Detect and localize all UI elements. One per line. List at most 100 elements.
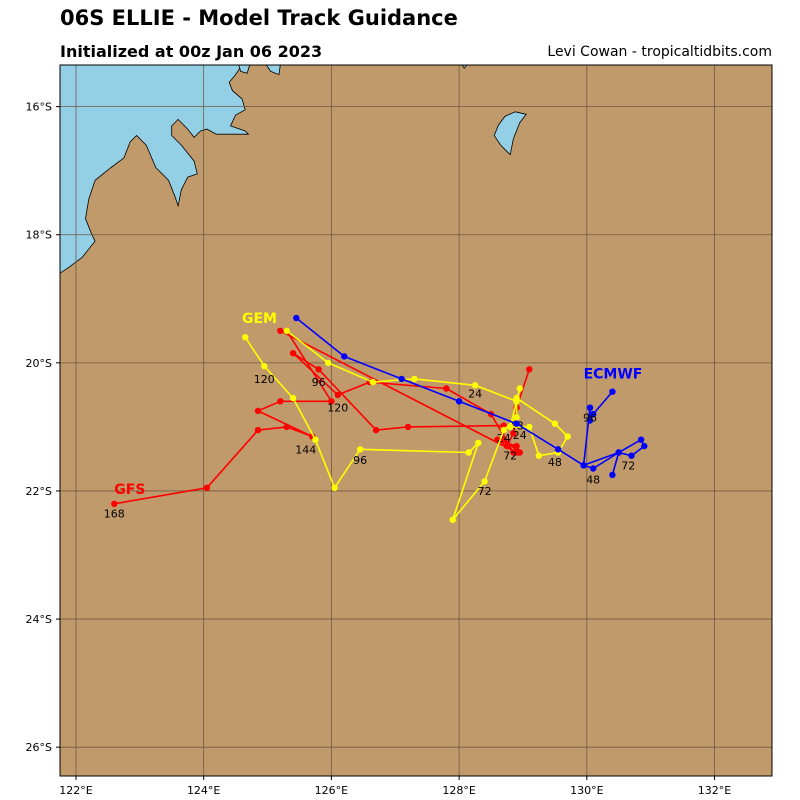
axis-ticks: 122°E 124°E 126°E 128°E 130°E 132°E 16°S 18°S 20… (26, 101, 732, 797)
y-tick-label: 22°S (26, 485, 52, 498)
gfs-track-point (315, 366, 322, 373)
gem-track-point (481, 478, 488, 485)
gem-track-point (283, 327, 290, 334)
gfs-track-point (513, 449, 520, 456)
gfs-track-point (334, 391, 341, 399)
ecmwf-track-point (609, 388, 616, 395)
ecmwf-track-point (586, 404, 594, 411)
gem-hour-label: 120 (254, 373, 275, 386)
y-tick-label: 24°S (26, 613, 52, 626)
gem-track-line (244, 330, 569, 521)
gem-track-point (465, 449, 472, 456)
ecmwf-track-point (455, 398, 463, 405)
gfs-track-point (500, 422, 507, 429)
gfs-track-point (500, 436, 507, 443)
ecmwf-model-label: ECMWF (584, 367, 643, 383)
gem-track-point (507, 423, 514, 431)
gem-hour-label: 96 (353, 454, 367, 467)
gfs-track-point (513, 442, 520, 450)
gfs-track-point (526, 366, 533, 373)
y-tick-label: 16°S (26, 101, 52, 114)
ecmwf-track-point (637, 436, 645, 443)
ecmwf-hour-label: 48 (586, 473, 600, 486)
ecmwf-hour-label: 96 (583, 411, 597, 424)
gem-track-point (535, 452, 543, 459)
ecmwf-track-point (293, 314, 300, 322)
ecmwf-hour-label: 72 (621, 459, 635, 472)
gem-track-point (312, 436, 319, 443)
gem-hour-label: 72 (478, 485, 492, 498)
ecmwf-track-line (295, 317, 646, 476)
gfs-track-point (111, 500, 118, 507)
water-body-5 (493, 111, 527, 156)
gem-model-label: GEM (242, 311, 277, 327)
gfs-hour-label: 96 (312, 376, 326, 389)
ecmwf-track-point (590, 410, 597, 418)
ecmwf-track-point (513, 420, 520, 427)
gfs-track-point (503, 442, 511, 450)
gem-track-point (564, 433, 571, 440)
ecmwf-track-point (586, 417, 594, 424)
gfs-track-point (277, 327, 284, 334)
ecmwf-track-point (590, 465, 597, 472)
water-body-4 (461, 65, 468, 69)
y-tick-label: 20°S (26, 357, 52, 370)
grid-lines (60, 65, 772, 776)
gfs-hour-label: 144 (295, 443, 316, 456)
gem-track-point (516, 385, 523, 392)
gem-track-point (471, 382, 479, 389)
gem-track-point (325, 359, 332, 367)
model-tracks: 24487296120144168GFS24487296120GEM244872… (104, 311, 648, 523)
gfs-track-point (404, 423, 412, 431)
gfs-hour-label: 168 (104, 507, 125, 520)
gem-track-point (356, 446, 364, 453)
ecmwf-track-point (609, 471, 616, 479)
ecmwf-track-point (615, 449, 622, 456)
gem-track-point (500, 426, 507, 434)
gfs-track-point (443, 385, 450, 392)
gfs-hour-label: 72 (503, 450, 517, 463)
ecmwf-track-point (398, 375, 405, 383)
x-tick-label: 132°E (698, 784, 731, 797)
water-body-2 (265, 65, 281, 76)
water-body-3 (238, 65, 251, 74)
gem-track-point (551, 420, 559, 427)
gfs-model-label: GFS (114, 482, 145, 498)
gfs-hour-label: 120 (327, 402, 348, 415)
ecmwf-hour-label: 24 (513, 429, 527, 442)
gem-track-point (475, 439, 482, 447)
gem-track-point (449, 516, 456, 523)
gfs-track-point (254, 407, 262, 415)
gem-hour-label: 48 (548, 456, 562, 469)
x-tick-label: 122°E (59, 784, 92, 797)
gfs-track-point (203, 484, 211, 491)
ecmwf-track-point (580, 462, 587, 469)
gfs-track-point (254, 426, 262, 434)
x-tick-label: 124°E (187, 784, 220, 797)
x-tick-label: 128°E (442, 784, 475, 797)
gfs-track-point (289, 350, 297, 357)
credit-text: Levi Cowan - tropicaltidbits.com (547, 44, 772, 60)
water-layer (60, 65, 527, 274)
gem-track-point (526, 423, 533, 431)
gem-track-point (513, 394, 520, 402)
x-tick-label: 126°E (315, 784, 348, 797)
y-tick-label: 18°S (26, 229, 52, 242)
gem-track-point (242, 334, 249, 341)
gem-track-point (369, 378, 377, 386)
ecmwf-track-point (628, 452, 635, 459)
ecmwf-track-point (341, 353, 348, 360)
gfs-track-point (328, 398, 335, 405)
water-body-1 (60, 65, 250, 274)
y-tick-label: 26°S (26, 741, 52, 754)
gem-track-point (411, 375, 418, 383)
gem-track-point (331, 484, 338, 491)
ecmwf-track: 24 48 72 96 (293, 314, 648, 486)
gem-hour-label: 24 (468, 388, 482, 401)
gfs-track-point (372, 426, 380, 434)
gfs-track-line (114, 329, 531, 505)
gem-track-point (289, 394, 297, 402)
init-time-subtitle: Initialized at 00z Jan 06 2023 (60, 42, 323, 61)
